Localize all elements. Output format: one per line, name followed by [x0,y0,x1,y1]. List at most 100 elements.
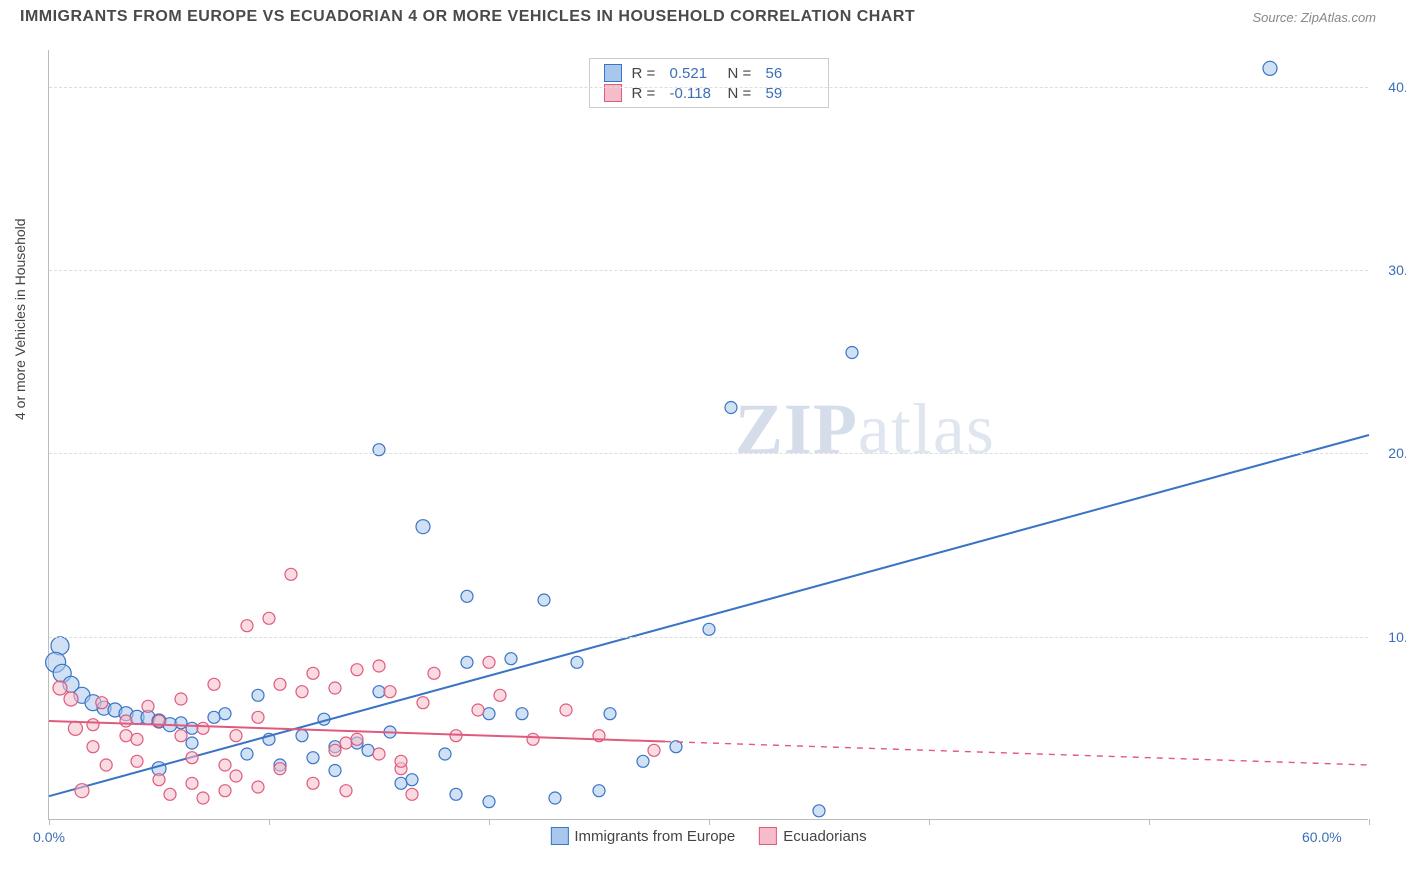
y-tick-label: 10.0% [1388,629,1406,645]
scatter-point [208,678,220,690]
stat-n-label: N = [728,65,756,82]
x-tick [929,819,930,825]
scatter-point [307,667,319,679]
x-tick [709,819,710,825]
scatter-point [329,765,341,777]
y-tick-label: 30.0% [1388,262,1406,278]
scatter-point [461,656,473,668]
stat-r-value: 0.521 [670,65,718,82]
scatter-point [527,733,539,745]
legend-label: Immigrants from Europe [574,828,735,845]
scatter-point [64,692,78,706]
scatter-point [406,788,418,800]
bottom-legend: Immigrants from Europe Ecuadorians [550,827,866,845]
scatter-point [186,722,198,734]
scatter-point [483,656,495,668]
scatter-point [230,770,242,782]
legend-item: Immigrants from Europe [550,827,735,845]
scatter-point [219,785,231,797]
scatter-point [813,805,825,817]
scatter-point [87,741,99,753]
x-tick [1369,819,1370,825]
regression-line [49,435,1369,796]
y-tick-label: 40.0% [1388,79,1406,95]
scatter-point [362,744,374,756]
scatter-point [340,785,352,797]
scatter-point [384,686,396,698]
scatter-point [560,704,572,716]
scatter-point [53,681,67,695]
chart-title: IMMIGRANTS FROM EUROPE VS ECUADORIAN 4 O… [20,8,915,26]
scatter-point [351,733,363,745]
scatter-point [296,686,308,698]
scatter-point [241,748,253,760]
scatter-point [153,774,165,786]
grid-line [49,270,1368,271]
scatter-svg [49,50,1368,819]
scatter-point [351,664,363,676]
scatter-point [307,752,319,764]
source-label: Source: ZipAtlas.com [1252,10,1376,25]
legend-item: Ecuadorians [759,827,866,845]
scatter-point [549,792,561,804]
scatter-point [472,704,484,716]
scatter-point [208,711,220,723]
scatter-point [340,737,352,749]
scatter-point [329,682,341,694]
scatter-point [142,700,154,712]
scatter-point [241,620,253,632]
scatter-point [100,759,112,771]
scatter-point [846,347,858,359]
scatter-point [197,792,209,804]
scatter-point [87,719,99,731]
scatter-point [186,737,198,749]
scatter-point [439,748,451,760]
regression-line-dashed [665,742,1369,765]
grid-line [49,453,1368,454]
scatter-point [68,721,82,735]
scatter-point [307,777,319,789]
scatter-point [416,520,430,534]
scatter-point [428,667,440,679]
scatter-point [252,781,264,793]
legend-swatch [759,827,777,845]
scatter-point [219,759,231,771]
scatter-point [373,748,385,760]
scatter-point [483,796,495,808]
y-tick-label: 20.0% [1388,445,1406,461]
legend-swatch [604,64,622,82]
scatter-point [120,730,132,742]
scatter-point [175,717,187,729]
scatter-point [593,785,605,797]
scatter-point [494,689,506,701]
scatter-point [263,612,275,624]
scatter-point [637,755,649,767]
scatter-point [175,730,187,742]
scatter-point [252,711,264,723]
scatter-point [450,788,462,800]
scatter-point [395,777,407,789]
scatter-point [175,693,187,705]
grid-line [49,87,1368,88]
scatter-point [725,402,737,414]
scatter-point [505,653,517,665]
x-tick [489,819,490,825]
scatter-point [186,777,198,789]
chart-plot-area: ZIPatlas R = 0.521 N = 56 R = -0.118 N =… [48,50,1368,820]
grid-line [49,637,1368,638]
x-tick-label: 0.0% [33,829,65,845]
stat-r-label: R = [632,65,660,82]
stat-n-value: 56 [766,65,814,82]
scatter-point [131,733,143,745]
scatter-point [1263,61,1277,75]
scatter-point [538,594,550,606]
legend-swatch [550,827,568,845]
scatter-point [461,590,473,602]
scatter-point [230,730,242,742]
x-tick [49,819,50,825]
scatter-point [197,722,209,734]
scatter-point [417,697,429,709]
scatter-point [373,660,385,672]
scatter-point [274,678,286,690]
scatter-point [274,763,286,775]
